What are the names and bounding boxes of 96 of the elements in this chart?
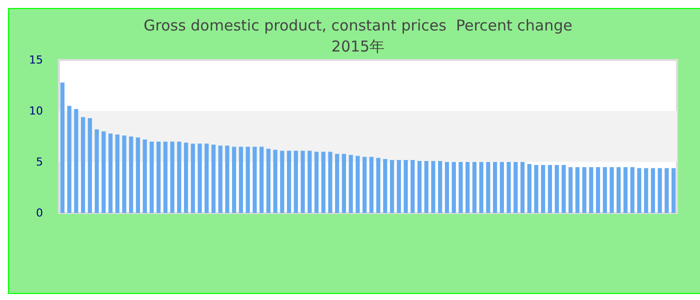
bar <box>252 146 257 213</box>
bar <box>444 162 450 213</box>
chart-title: Gross domestic product, constant prices Percent change <box>144 16 572 34</box>
bar <box>308 150 312 213</box>
bar <box>492 162 498 213</box>
bar <box>286 150 292 213</box>
bar <box>431 160 436 213</box>
bar <box>260 146 264 213</box>
bar <box>142 140 147 213</box>
bar <box>177 142 182 213</box>
bar <box>198 144 202 213</box>
bar <box>67 106 72 213</box>
bar <box>452 162 456 213</box>
bar <box>596 167 600 213</box>
bar <box>294 150 298 213</box>
bar <box>129 136 134 213</box>
bar <box>554 165 559 213</box>
bar <box>575 167 580 213</box>
bar <box>562 165 566 213</box>
bar <box>356 156 360 213</box>
bar <box>424 160 428 213</box>
bar <box>390 160 394 213</box>
bar <box>582 167 586 213</box>
bar <box>218 146 222 213</box>
bar <box>136 138 140 213</box>
bar <box>246 146 250 213</box>
chart-subtitle: 2015年 <box>331 38 385 56</box>
bar <box>163 142 168 213</box>
y-tick-label: 15 <box>29 54 43 66</box>
bar <box>102 131 106 213</box>
bar <box>658 168 662 213</box>
bar <box>122 135 126 213</box>
bar <box>328 152 332 213</box>
y-tick-label: 5 <box>36 156 43 168</box>
bar <box>410 160 415 213</box>
bar <box>602 167 607 213</box>
bar <box>348 154 353 213</box>
bar <box>225 146 230 213</box>
bar <box>335 154 340 213</box>
bar <box>150 142 154 213</box>
bar <box>273 150 278 213</box>
bar <box>644 168 648 213</box>
bar <box>472 162 476 213</box>
bar <box>486 162 490 213</box>
bar <box>314 152 319 213</box>
bar <box>500 162 504 213</box>
bar <box>211 144 216 213</box>
bar <box>404 160 408 213</box>
bar <box>623 167 628 213</box>
bar <box>238 146 244 213</box>
bar <box>548 165 552 213</box>
bar <box>60 82 64 213</box>
bar <box>438 160 442 213</box>
y-tick-label: 10 <box>29 104 43 118</box>
bar <box>369 156 374 213</box>
bar <box>506 162 511 213</box>
bar <box>417 160 422 213</box>
bar <box>650 168 656 213</box>
bar <box>108 133 113 213</box>
bar <box>383 158 388 213</box>
bar <box>170 142 174 213</box>
bar <box>589 167 594 213</box>
bar <box>479 162 484 213</box>
bar <box>204 144 209 213</box>
bar <box>280 150 284 213</box>
bar <box>74 108 78 213</box>
bar <box>514 162 518 213</box>
bar <box>190 144 195 213</box>
bar <box>156 142 161 213</box>
bar <box>466 162 470 213</box>
bar <box>88 118 92 213</box>
bar <box>396 160 401 213</box>
bar <box>458 162 463 213</box>
bar <box>376 158 380 213</box>
bar <box>232 146 236 213</box>
y-tick-label: 0 <box>36 206 43 220</box>
bar <box>534 165 538 213</box>
bar <box>616 167 621 213</box>
bar <box>266 148 270 213</box>
bar <box>342 154 346 213</box>
bar <box>541 165 546 213</box>
bar <box>568 167 573 213</box>
bar <box>184 142 188 213</box>
bar <box>672 168 676 213</box>
bar <box>664 168 669 213</box>
bar <box>520 162 525 213</box>
bar <box>637 168 642 213</box>
bar <box>630 167 634 213</box>
bar <box>115 134 120 213</box>
bar <box>80 117 86 213</box>
bar <box>527 164 532 213</box>
bar <box>321 152 326 213</box>
bar <box>610 167 614 213</box>
bar <box>300 150 305 213</box>
bar <box>94 129 99 213</box>
bar <box>362 156 367 213</box>
